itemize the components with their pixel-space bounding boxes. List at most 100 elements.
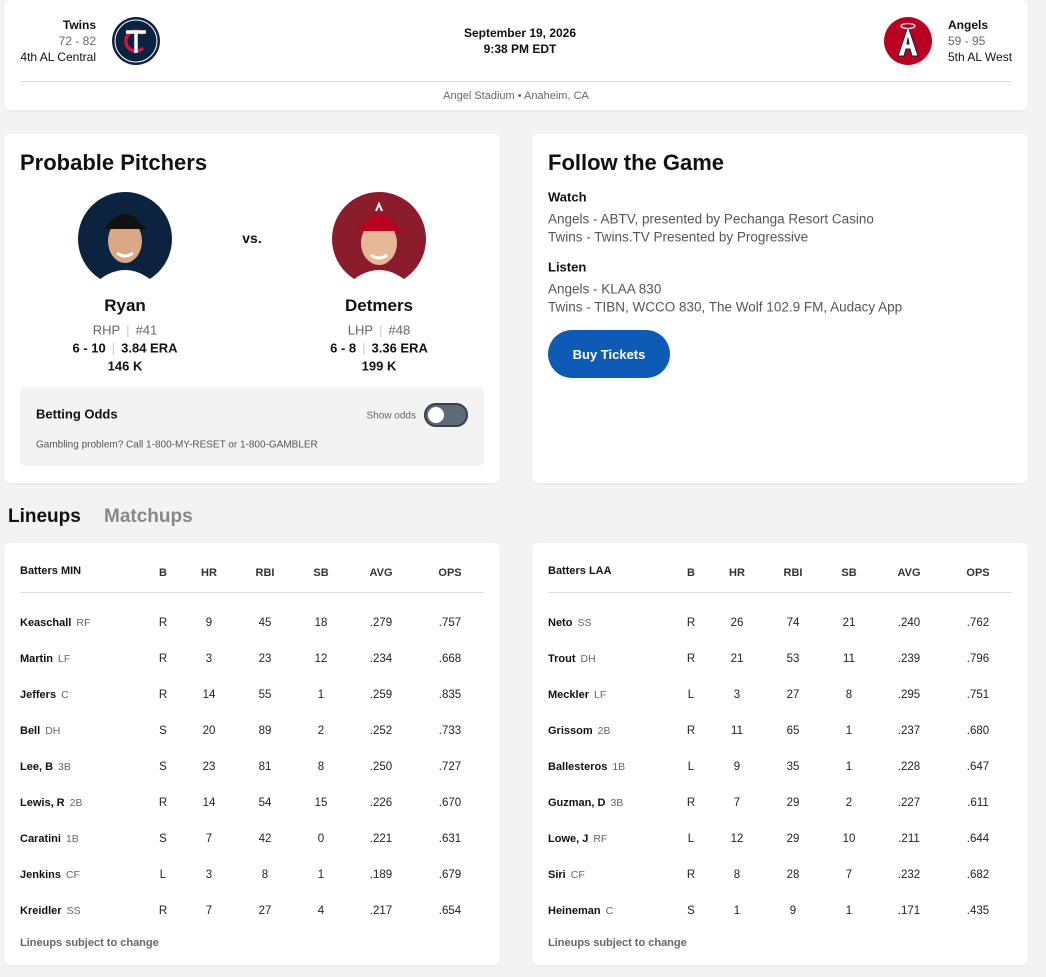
batter-name[interactable]: Caratini [20, 833, 61, 845]
away-standing: 4th AL Central [20, 50, 96, 64]
stat-cell: .221 [369, 833, 393, 845]
stat-cell: 11 [843, 653, 855, 665]
watch-item: Twins - Twins.TV Presented by Progressiv… [548, 229, 809, 245]
batter-name[interactable]: Grissom [548, 725, 593, 737]
batter: Grissom 2B [548, 725, 610, 737]
batter-name[interactable]: Lewis, R [20, 797, 65, 809]
stat-cell: .796 [966, 653, 990, 665]
pitcher-era: 3.36 ERA [371, 340, 428, 356]
stat-cell: 7 [733, 797, 741, 809]
pitcher-record-era: 6 - 10 | 3.84 ERA [72, 340, 178, 356]
stat-cell: 28 [786, 869, 800, 881]
batter-name[interactable]: Bell [20, 725, 41, 737]
batter-position: C [605, 905, 614, 917]
stat-cell: R [158, 617, 168, 629]
stat-cell: R [686, 797, 696, 809]
vs-label: vs. [242, 230, 262, 246]
pitcher-record: 6 - 8 [330, 340, 357, 356]
away-name: Twins [62, 18, 96, 32]
batter-name[interactable]: Kreidler [20, 905, 62, 917]
stat-cell: 21 [842, 617, 856, 629]
stat-cell: 53 [786, 653, 800, 665]
section-title: Probable Pitchers [20, 150, 208, 175]
pitcher-record-era: 6 - 8 | 3.36 ERA [330, 340, 428, 356]
batter-name[interactable]: Neto [548, 617, 573, 629]
follow-card: Follow the Game Watch Angels - ABTV, pre… [532, 134, 1028, 483]
stat-cell: .239 [897, 653, 921, 665]
tab[interactable]: Matchups [104, 506, 193, 527]
pitcher-hand-number: RHP | #41 [92, 322, 158, 338]
buy-tickets-button[interactable]: Buy Tickets [548, 330, 670, 378]
pitcher-era: 3.84 ERA [121, 340, 178, 356]
column-header: Batters MIN [20, 565, 82, 577]
batter: Martin LF [20, 653, 70, 665]
column-header: RBI [783, 567, 803, 579]
stat-cell: 15 [314, 797, 328, 809]
stat-cell: 1 [845, 905, 853, 917]
batter-position: 3B [58, 761, 71, 773]
odds-title: Betting Odds [36, 406, 118, 422]
venue: Angel Stadium • Anaheim, CA [443, 90, 589, 102]
batter-position: SS [577, 617, 592, 629]
pitcher-strikeouts: 199 K [361, 358, 397, 374]
divider [20, 81, 1012, 82]
lineup-footer: Lineups subject to change [20, 937, 159, 949]
batter: Kreidler SS [20, 905, 81, 917]
batter-name[interactable]: Jeffers [20, 689, 57, 701]
batter-position: 1B [65, 833, 79, 845]
divider [548, 592, 1012, 593]
column-header: AVG [897, 567, 921, 579]
stat-cell: .250 [369, 761, 393, 773]
batter-name[interactable]: Meckler [548, 689, 589, 701]
stat-cell: 27 [258, 905, 272, 917]
stat-cell: 42 [258, 833, 272, 845]
stat-cell: .751 [966, 689, 990, 701]
batter-name[interactable]: Keaschall [20, 617, 72, 629]
stat-cell: .682 [966, 869, 990, 881]
pitcher-name[interactable]: Detmers [344, 296, 414, 315]
stat-cell: .757 [438, 617, 462, 629]
pitcher-name[interactable]: Ryan [104, 296, 146, 315]
stat-cell: 14 [202, 797, 216, 809]
stat-cell: .668 [438, 653, 462, 665]
tab-active[interactable]: Lineups [8, 506, 81, 527]
column-header: HR [729, 567, 745, 579]
batter-name[interactable]: Lee, B [20, 761, 54, 773]
batter: Lewis, R 2B [20, 797, 82, 809]
stat-cell: R [158, 905, 168, 917]
stat-cell: 8 [317, 761, 325, 773]
column-header: SB [841, 567, 857, 579]
stat-cell: 14 [202, 689, 216, 701]
stat-cell: R [686, 725, 696, 737]
column-header: OPS [966, 567, 990, 579]
home-record: 59 - 95 [948, 34, 986, 48]
stat-cell: 12 [730, 833, 744, 845]
pitcher-photo[interactable] [77, 191, 173, 287]
pitcher-photo[interactable] [331, 191, 427, 287]
batter-position: 1B [612, 761, 626, 773]
batter-name[interactable]: Guzman, D [548, 797, 606, 809]
stat-cell: .762 [966, 617, 990, 629]
batter-name[interactable]: Jenkins [20, 869, 61, 881]
home-name: Angels [948, 18, 989, 32]
stat-cell: .611 [967, 797, 989, 809]
batter-name[interactable]: Martin [20, 653, 53, 665]
stat-cell: R [686, 617, 696, 629]
batter-name[interactable]: Siri [548, 869, 566, 881]
batter: Jenkins CF [20, 869, 80, 881]
pitcher-strikeouts: 146 K [107, 358, 143, 374]
stat-cell: 8 [261, 869, 269, 881]
batter-name[interactable]: Ballesteros [548, 761, 608, 773]
stat-cell: 3 [205, 869, 213, 881]
batter: Neto SS [548, 617, 591, 629]
batter-name[interactable]: Lowe, J [548, 833, 589, 845]
stat-cell: .240 [897, 617, 921, 629]
stat-cell: .234 [369, 653, 393, 665]
odds-toggle[interactable] [424, 403, 468, 427]
batter-name[interactable]: Trout [548, 653, 576, 665]
batter: Jeffers C [20, 689, 69, 701]
stat-cell: 12 [314, 653, 328, 665]
batter-name[interactable]: Heineman [548, 905, 601, 917]
stat-cell: R [158, 653, 168, 665]
stat-cell: .189 [369, 869, 393, 881]
